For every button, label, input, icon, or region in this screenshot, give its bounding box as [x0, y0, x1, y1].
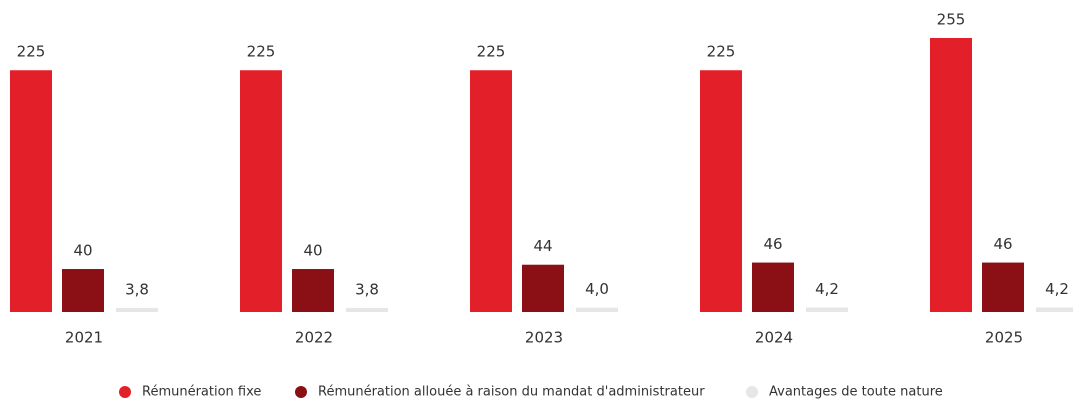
value-label: 225: [17, 43, 46, 61]
x-tick-label: 2024: [755, 329, 793, 347]
legend-marker: [746, 386, 758, 398]
legend-marker: [295, 386, 307, 398]
legend-label: Rémunération allouée à raison du mandat …: [318, 385, 705, 400]
bar: [346, 307, 388, 312]
legend-label: Rémunération fixe: [142, 385, 261, 400]
value-label: 4,2: [815, 280, 839, 298]
value-label: 46: [763, 235, 782, 253]
value-label: 225: [707, 43, 736, 61]
bar: [576, 307, 618, 312]
bar: [930, 38, 972, 312]
value-label: 3,8: [125, 280, 149, 298]
x-tick-label: 2025: [985, 329, 1023, 347]
bar: [292, 269, 334, 312]
value-label: 4,0: [585, 280, 609, 298]
value-label: 46: [993, 235, 1012, 253]
x-tick-label: 2022: [295, 329, 333, 347]
value-label: 40: [73, 242, 92, 260]
bar: [62, 269, 104, 312]
bar: [116, 307, 158, 312]
value-label: 225: [477, 43, 506, 61]
bar: [982, 262, 1024, 312]
x-tick-label: 2023: [525, 329, 563, 347]
x-tick-label: 2021: [65, 329, 103, 347]
value-label: 4,2: [1045, 280, 1069, 298]
bar: [806, 307, 848, 312]
value-label: 40: [303, 242, 322, 260]
value-label: 225: [247, 43, 276, 61]
bar: [10, 70, 52, 312]
value-label: 3,8: [355, 280, 379, 298]
bar: [240, 70, 282, 312]
bar: [470, 70, 512, 312]
bar: [700, 70, 742, 312]
legend-marker: [119, 386, 131, 398]
bar: [752, 262, 794, 312]
legend-label: Avantages de toute nature: [769, 385, 943, 400]
bar: [522, 264, 564, 312]
bar: [1036, 307, 1073, 312]
value-label: 255: [937, 11, 966, 29]
value-label: 44: [533, 237, 552, 255]
